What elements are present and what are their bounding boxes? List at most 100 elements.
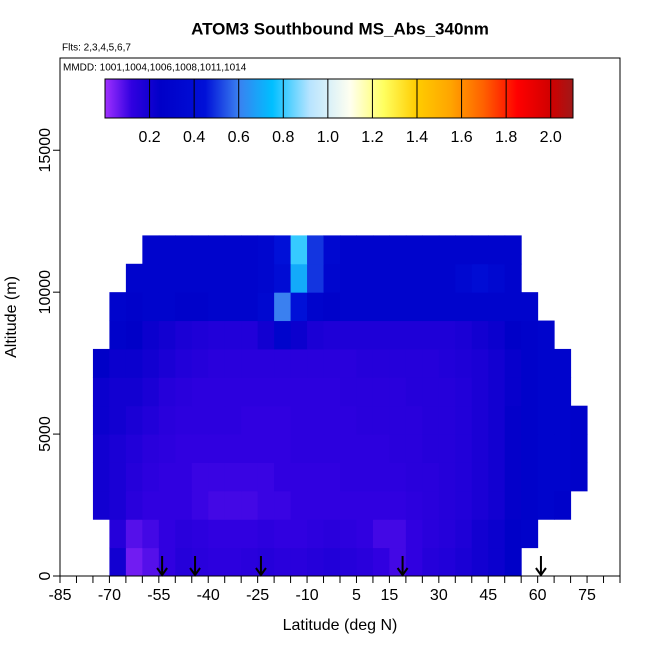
heatmap-cell bbox=[142, 547, 160, 577]
heatmap-cell bbox=[422, 547, 440, 577]
heatmap-cell bbox=[241, 434, 259, 463]
heatmap-cell bbox=[290, 263, 308, 293]
heatmap-cell bbox=[274, 405, 292, 435]
heatmap-cell bbox=[224, 547, 242, 577]
heatmap-cell bbox=[340, 490, 357, 520]
heatmap-cell bbox=[521, 348, 539, 378]
heatmap-cell bbox=[241, 490, 259, 520]
heatmap-cell bbox=[257, 405, 275, 435]
x-tick-label: 5 bbox=[352, 587, 361, 604]
heatmap-cell bbox=[323, 377, 341, 407]
heatmap-cell bbox=[191, 263, 209, 293]
heatmap-cell bbox=[356, 320, 374, 350]
heatmap-cell bbox=[389, 405, 407, 435]
heatmap-cell bbox=[504, 405, 522, 435]
heatmap-cell bbox=[471, 547, 489, 577]
heatmap-cell bbox=[521, 519, 539, 549]
heatmap-cell bbox=[125, 320, 143, 350]
heatmap-cell bbox=[455, 405, 473, 435]
heatmap-cell bbox=[208, 547, 226, 577]
heatmap-cell bbox=[290, 462, 308, 492]
heatmap-cell bbox=[158, 292, 176, 322]
heatmap-cell bbox=[175, 434, 193, 463]
heatmap-cell bbox=[109, 405, 127, 435]
heatmap-cell bbox=[142, 263, 160, 293]
heatmap-cell bbox=[521, 320, 539, 350]
heatmap-cell bbox=[537, 490, 555, 520]
heatmap-cell bbox=[405, 292, 423, 322]
heatmap-cell bbox=[340, 348, 357, 378]
heatmap-cell bbox=[175, 405, 193, 435]
heatmap-cell bbox=[340, 235, 357, 265]
heatmap-cell bbox=[191, 490, 209, 520]
heatmap-cell bbox=[175, 377, 193, 407]
heatmap-cell bbox=[307, 348, 325, 378]
heatmap-cell bbox=[389, 519, 407, 549]
heatmap-cell bbox=[471, 405, 489, 435]
heatmap-cell bbox=[422, 519, 440, 549]
heatmap-cell bbox=[570, 462, 588, 492]
heatmap-cell bbox=[307, 292, 325, 322]
heatmap bbox=[92, 235, 588, 577]
heatmap-cell bbox=[389, 434, 407, 463]
heatmap-cell bbox=[175, 292, 193, 322]
heatmap-cell bbox=[125, 405, 143, 435]
heatmap-cell bbox=[438, 263, 456, 293]
heatmap-cell bbox=[438, 292, 456, 322]
heatmap-cell bbox=[125, 348, 143, 378]
heatmap-cell bbox=[257, 235, 275, 265]
heatmap-cell bbox=[208, 263, 226, 293]
heatmap-cell bbox=[405, 320, 423, 350]
heatmap-cell bbox=[405, 434, 423, 463]
heatmap-cell bbox=[274, 547, 292, 577]
heatmap-cell bbox=[372, 377, 390, 407]
heatmap-cell bbox=[241, 462, 259, 492]
heatmap-cell bbox=[422, 377, 440, 407]
heatmap-cell bbox=[92, 462, 110, 492]
heatmap-cell bbox=[389, 263, 407, 293]
heatmap-cell bbox=[488, 462, 506, 492]
heatmap-cell bbox=[142, 320, 160, 350]
heatmap-cell bbox=[488, 547, 506, 577]
heatmap-cell bbox=[208, 292, 226, 322]
heatmap-cell bbox=[537, 434, 555, 463]
heatmap-cell bbox=[356, 263, 374, 293]
heatmap-cell bbox=[224, 434, 242, 463]
subtitle: Flts: 2,3,4,5,6,7 bbox=[62, 43, 131, 54]
heatmap-cell bbox=[438, 235, 456, 265]
heatmap-cell bbox=[290, 547, 308, 577]
heatmap-cell bbox=[356, 405, 374, 435]
heatmap-cell bbox=[488, 235, 506, 265]
y-tick-label: 15000 bbox=[37, 128, 54, 173]
heatmap-cell bbox=[191, 462, 209, 492]
heatmap-cell bbox=[372, 235, 390, 265]
heatmap-cell bbox=[488, 519, 506, 549]
heatmap-cell bbox=[455, 547, 473, 577]
x-tick-label: -25 bbox=[246, 587, 269, 604]
heatmap-cell bbox=[109, 462, 127, 492]
colorbar-tick-label: 1.4 bbox=[406, 129, 428, 146]
heatmap-cell bbox=[389, 377, 407, 407]
heatmap-cell bbox=[471, 235, 489, 265]
heatmap-cell bbox=[405, 547, 423, 577]
heatmap-cell bbox=[488, 348, 506, 378]
heatmap-cell bbox=[158, 434, 176, 463]
heatmap-cell bbox=[142, 348, 160, 378]
heatmap-cell bbox=[471, 377, 489, 407]
heatmap-cell bbox=[340, 263, 357, 293]
y-tick-label: 0 bbox=[37, 571, 54, 580]
heatmap-cell bbox=[455, 462, 473, 492]
heatmap-cell bbox=[125, 434, 143, 463]
heatmap-cell bbox=[372, 547, 390, 577]
heatmap-cell bbox=[554, 490, 572, 520]
heatmap-cell bbox=[274, 348, 292, 378]
heatmap-cell bbox=[307, 434, 325, 463]
heatmap-cell bbox=[274, 434, 292, 463]
heatmap-cell bbox=[175, 320, 193, 350]
heatmap-cell bbox=[405, 519, 423, 549]
heatmap-cell bbox=[109, 292, 127, 322]
heatmap-cell bbox=[274, 320, 292, 350]
heatmap-cell bbox=[142, 434, 160, 463]
heatmap-cell bbox=[125, 547, 143, 577]
heatmap-cell bbox=[290, 405, 308, 435]
